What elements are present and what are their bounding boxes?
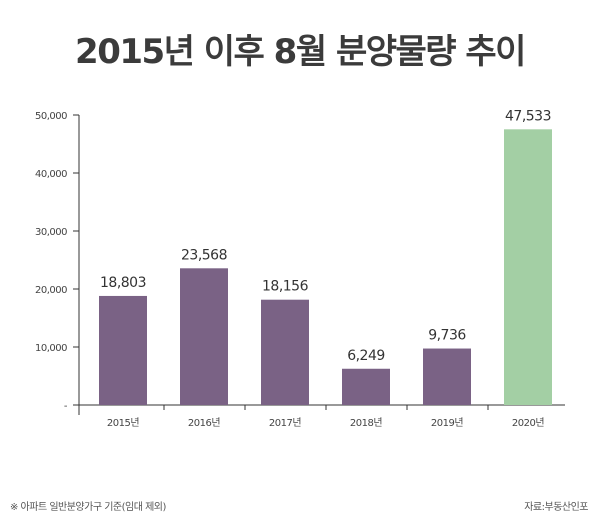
x-tick-label: 2015년 (107, 417, 139, 429)
data-label: 47,533 (505, 108, 551, 124)
data-label: 18,803 (100, 275, 146, 291)
data-label: 9,736 (428, 328, 466, 344)
chart-title: 2015년 이후 8월 분양물량 추이 (75, 32, 526, 72)
x-tick-label: 2018년 (350, 417, 382, 429)
bar-2015년 (99, 295, 147, 405)
bar-2019년 (423, 348, 471, 405)
bar-2018년 (342, 368, 390, 405)
y-tick-label: 30,000 (35, 227, 67, 238)
bar-2016년 (180, 268, 228, 405)
source-note: 자료:부동산인포 (524, 502, 588, 513)
data-label: 18,156 (262, 279, 309, 295)
y-tick-label: 40,000 (35, 169, 67, 180)
x-tick-label: 2020년 (512, 417, 544, 429)
y-tick-label: - (64, 401, 68, 412)
footnote: ※ 아파트 일반분양가구 기준(임대 제외) (10, 502, 166, 513)
bar-2020년 (504, 129, 552, 405)
y-tick-label: 20,000 (35, 285, 67, 296)
bar-2017년 (261, 299, 309, 405)
data-label: 23,568 (181, 247, 227, 263)
x-tick-label: 2016년 (188, 417, 220, 429)
y-tick-label: 50,000 (35, 111, 67, 122)
data-label: 6,249 (347, 348, 385, 364)
x-tick-label: 2017년 (269, 417, 301, 429)
y-tick-label: 10,000 (35, 343, 67, 354)
x-tick-label: 2019년 (431, 417, 463, 429)
